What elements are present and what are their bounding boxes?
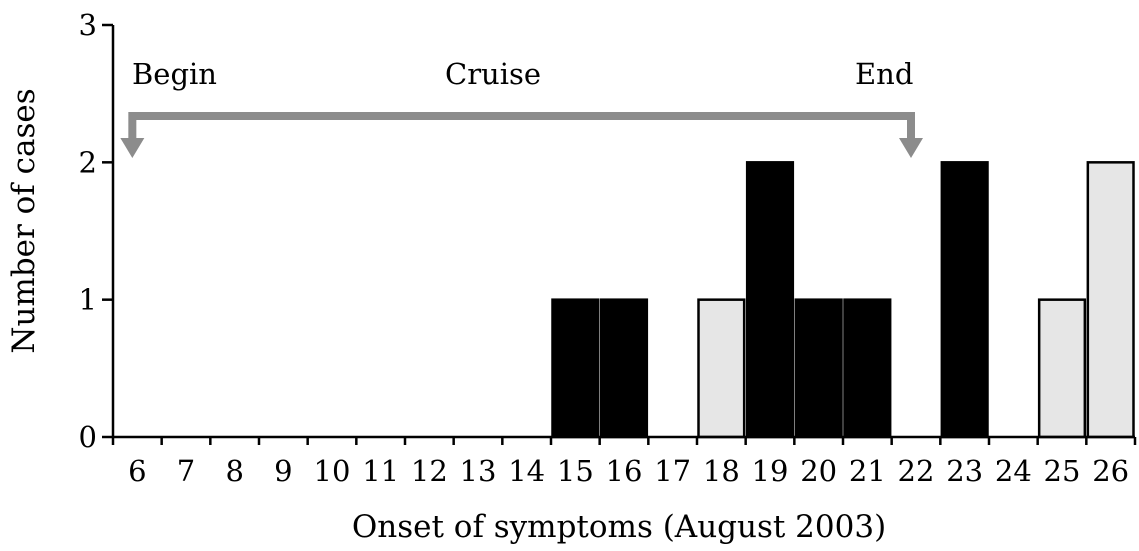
x-tick-label: 23	[946, 454, 983, 488]
begin-arrow-icon	[120, 138, 145, 158]
cruise-label: Cruise	[445, 57, 541, 91]
x-tick-label: 15	[557, 454, 594, 488]
x-tick-label: 20	[800, 454, 837, 488]
y-axis-title: Number of cases	[6, 88, 42, 353]
y-tick-label: 2	[79, 145, 97, 179]
bar	[940, 161, 989, 439]
cruise-bracket	[128, 112, 915, 138]
x-axis-title: Onset of symptoms (August 2003)	[352, 509, 886, 545]
x-tick-label: 7	[177, 454, 195, 488]
x-tick-label: 18	[703, 454, 740, 488]
begin-label: Begin	[132, 57, 217, 91]
x-tick-label: 21	[849, 454, 886, 488]
axes	[111, 25, 1135, 439]
x-tick-label: 19	[752, 454, 789, 488]
end-arrow-icon	[899, 138, 923, 158]
x-tick-label: 26	[1092, 454, 1129, 488]
bars	[551, 161, 1135, 439]
end-label: End	[855, 57, 913, 91]
x-tick-label: 22	[898, 454, 935, 488]
bar	[794, 298, 843, 439]
bar	[745, 161, 795, 439]
y-tick-label: 0	[79, 420, 97, 454]
bar	[843, 298, 892, 439]
x-tick-label: 25	[1044, 454, 1081, 488]
x-tick-label: 11	[362, 454, 399, 488]
cruise-period-annotation: Begin Cruise End	[120, 57, 923, 158]
x-tick-label: 8	[225, 454, 243, 488]
x-tick-label: 10	[314, 454, 351, 488]
x-tick-label: 6	[128, 454, 146, 488]
x-tick-label: 12	[411, 454, 448, 488]
y-tick-label: 3	[79, 8, 97, 42]
bar	[599, 298, 649, 439]
x-tick-label: 17	[654, 454, 691, 488]
x-tick-label: 9	[274, 454, 292, 488]
bar	[1086, 161, 1135, 439]
x-tick-label: 16	[606, 454, 643, 488]
x-tick-label: 24	[995, 454, 1032, 488]
x-ticks: 6 7 8 9 10 11 12 13 14 15 16 17 18 19 20 21 22 23 24 25 26	[111, 437, 1137, 488]
bar	[1037, 298, 1087, 439]
bar	[697, 298, 746, 439]
x-tick-label: 13	[460, 454, 497, 488]
bar	[551, 298, 600, 439]
y-ticks: 0 1 2 3	[79, 8, 113, 454]
x-tick-label: 14	[508, 454, 545, 488]
y-tick-label: 1	[79, 283, 97, 317]
